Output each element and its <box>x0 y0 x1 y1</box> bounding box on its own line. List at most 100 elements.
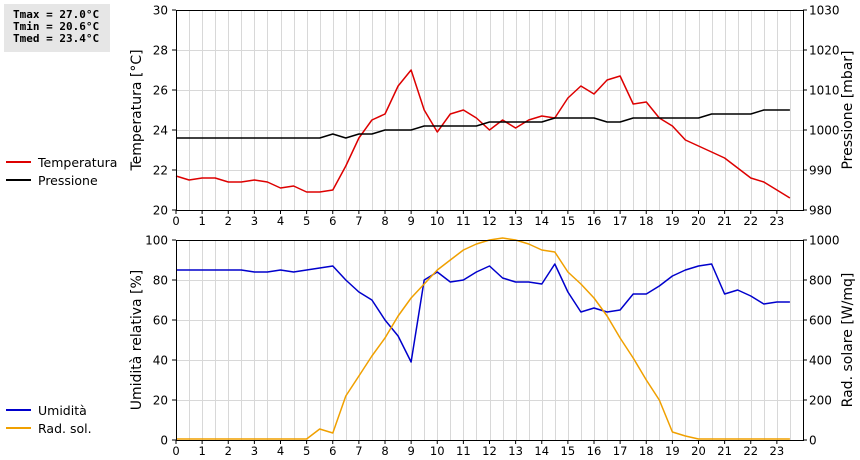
x-tick-label: 7 <box>355 444 362 458</box>
legend-item-pressione: Pressione <box>6 171 117 189</box>
x-tick-label: 15 <box>561 444 576 458</box>
y2-tick-label: 1020 <box>809 44 840 58</box>
series-umidit <box>176 263 790 363</box>
y2-tick-label: 0 <box>809 434 817 448</box>
legend-label: Rad. sol. <box>38 420 92 436</box>
tmed-label: Tmed = 23.4°C <box>13 32 100 45</box>
series-pressione <box>176 109 790 139</box>
y-tick-label: 20 <box>153 204 168 218</box>
x-tick-label: 7 <box>355 214 362 228</box>
x-tick-label: 16 <box>587 214 602 228</box>
x-tick-label: 23 <box>770 444 785 458</box>
x-tick-label: 3 <box>251 444 258 458</box>
y-axis-title: Umidità relativa [%] <box>129 270 145 411</box>
x-tick-label: 4 <box>277 444 284 458</box>
y2-tick-label: 1000 <box>809 124 840 138</box>
y-tick-label: 28 <box>153 44 168 58</box>
x-tick-label: 9 <box>407 444 414 458</box>
x-tick-label: 9 <box>407 214 414 228</box>
x-tick-label: 10 <box>430 214 445 228</box>
series-rad-sol <box>176 237 790 440</box>
y2-tick-label: 1000 <box>809 234 840 248</box>
y2-tick-label: 200 <box>809 394 832 408</box>
x-tick-label: 15 <box>561 214 576 228</box>
x-tick-label: 18 <box>639 444 654 458</box>
x-tick-label: 13 <box>508 214 523 228</box>
y2-axis-title: Rad. solare [W/mq] <box>840 273 856 408</box>
y2-tick-label: 800 <box>809 274 832 288</box>
tmax-label: Tmax = 27.0°C <box>13 8 100 21</box>
y-axis-title: Temperatura [°C] <box>129 49 145 171</box>
legend-label: Temperatura <box>38 154 118 170</box>
umidita-swatch <box>6 409 31 411</box>
rad-sol-swatch <box>6 427 31 429</box>
x-tick-label: 20 <box>691 444 706 458</box>
x-tick-label: 16 <box>587 444 602 458</box>
x-tick-label: 5 <box>303 214 310 228</box>
x-tick-label: 18 <box>639 214 654 228</box>
legend-bottom: Umidità Rad. sol. <box>6 401 92 437</box>
x-tick-label: 23 <box>770 214 785 228</box>
x-tick-label: 14 <box>534 214 549 228</box>
y2-tick-label: 600 <box>809 314 832 328</box>
x-tick-label: 17 <box>613 444 628 458</box>
x-tick-label: 1 <box>198 444 205 458</box>
tmin-label: Tmin = 20.6°C <box>13 20 100 33</box>
x-tick-label: 10 <box>430 444 445 458</box>
x-tick-label: 0 <box>172 444 179 458</box>
x-tick-label: 13 <box>508 444 523 458</box>
x-tick-label: 22 <box>743 444 758 458</box>
y2-tick-label: 400 <box>809 354 832 368</box>
x-tick-label: 12 <box>482 214 497 228</box>
y2-tick-label: 980 <box>809 204 832 218</box>
x-tick-label: 19 <box>665 444 680 458</box>
y2-tick-label: 1030 <box>809 4 840 18</box>
x-tick-label: 8 <box>381 214 388 228</box>
temperatura-swatch <box>6 161 31 163</box>
x-tick-label: 2 <box>225 214 232 228</box>
pressione-swatch <box>6 179 31 181</box>
x-tick-label: 6 <box>329 214 336 228</box>
x-tick-label: 5 <box>303 444 310 458</box>
y2-axis-title: Pressione [mbar] <box>840 50 856 169</box>
y-tick-label: 40 <box>153 354 168 368</box>
x-tick-label: 1 <box>198 214 205 228</box>
y-tick-label: 60 <box>153 314 168 328</box>
x-tick-label: 6 <box>329 444 336 458</box>
panel-bottom: 0 1 2 3 4 5 6 7 8 9 10 11 12 13 14 15 16 17 18 19 20 21 22 2302… <box>129 234 856 459</box>
y-tick-label: 80 <box>153 274 168 288</box>
panel-top: 0 1 2 3 4 5 6 7 8 9 10 11 12 13 14 15 16 17 18 19 20 21 22 2320… <box>129 4 856 229</box>
y-tick-label: 26 <box>153 84 168 98</box>
x-tick-label: 19 <box>665 214 680 228</box>
x-tick-label: 11 <box>456 214 471 228</box>
y2-tick-label: 990 <box>809 164 832 178</box>
x-tick-label: 21 <box>717 214 732 228</box>
x-tick-label: 17 <box>613 214 628 228</box>
x-tick-label: 12 <box>482 444 497 458</box>
y-tick-label: 100 <box>145 234 168 248</box>
series-temperatura <box>175 69 791 199</box>
legend-item-rad-sol: Rad. sol. <box>6 419 92 437</box>
legend-label: Pressione <box>38 172 98 188</box>
x-tick-label: 3 <box>251 214 258 228</box>
y-tick-label: 22 <box>153 164 168 178</box>
y-tick-label: 30 <box>153 4 168 18</box>
legend-item-umidita: Umidità <box>6 401 92 419</box>
stats-box: Tmax = 27.0°C Tmin = 20.6°C Tmed = 23.4°… <box>4 4 110 52</box>
legend-item-temperatura: Temperatura <box>6 153 117 171</box>
legend-label: Umidità <box>38 402 87 418</box>
y-tick-label: 20 <box>153 394 168 408</box>
x-tick-label: 8 <box>381 444 388 458</box>
legend-top: Temperatura Pressione <box>6 153 117 189</box>
y2-tick-label: 1010 <box>809 84 840 98</box>
x-tick-label: 0 <box>172 214 179 228</box>
x-tick-label: 22 <box>743 214 758 228</box>
x-tick-label: 11 <box>456 444 471 458</box>
x-tick-label: 14 <box>534 444 549 458</box>
x-tick-label: 4 <box>277 214 284 228</box>
x-tick-label: 20 <box>691 214 706 228</box>
y-tick-label: 0 <box>160 434 168 448</box>
x-tick-label: 2 <box>225 444 232 458</box>
y-tick-label: 24 <box>153 124 168 138</box>
